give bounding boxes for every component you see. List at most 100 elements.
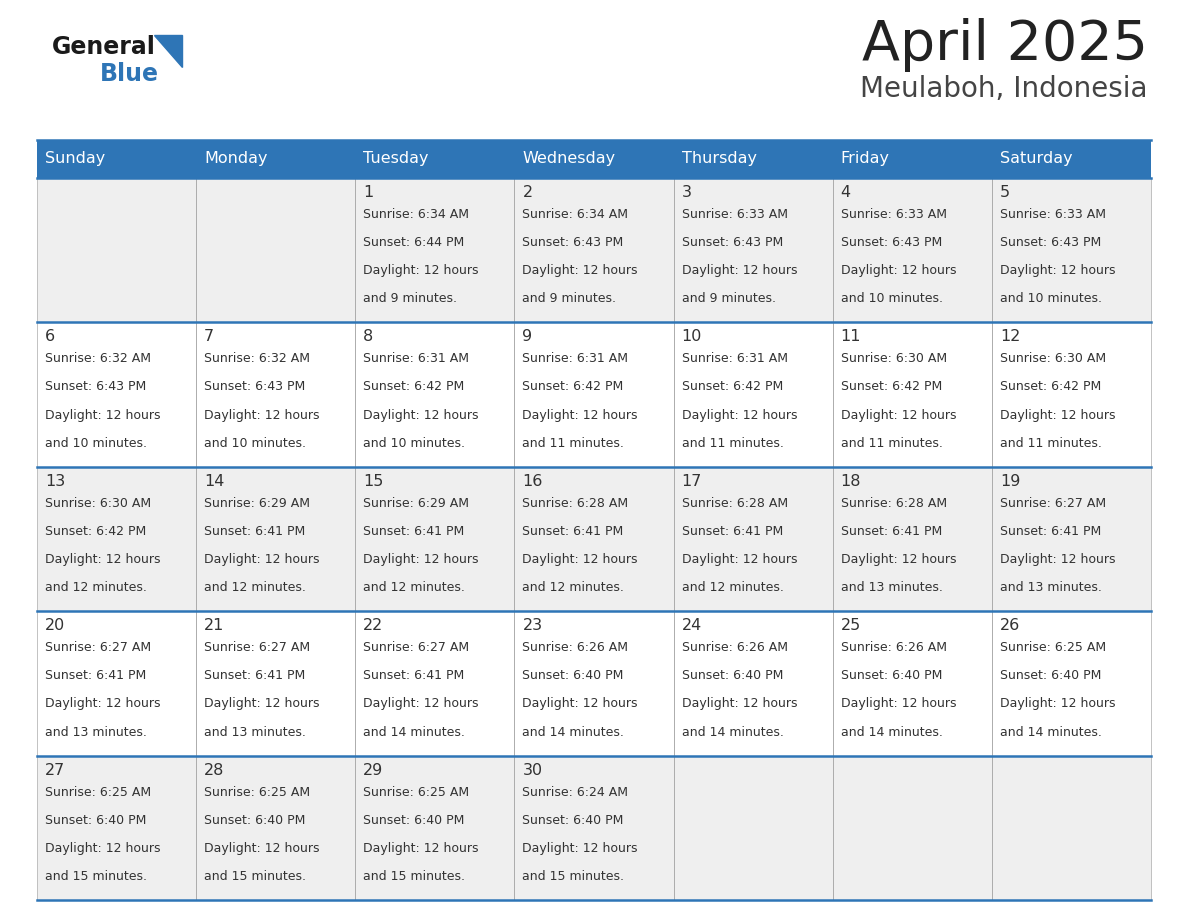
Bar <box>196 611 355 756</box>
Text: 1: 1 <box>364 185 373 200</box>
Text: and 15 minutes.: and 15 minutes. <box>523 870 625 883</box>
Text: Sunrise: 6:28 AM: Sunrise: 6:28 AM <box>523 497 628 509</box>
Text: Thursday: Thursday <box>682 151 757 166</box>
Text: 6: 6 <box>45 330 55 344</box>
Bar <box>37 611 196 756</box>
Text: and 11 minutes.: and 11 minutes. <box>1000 437 1101 450</box>
Text: Sunset: 6:43 PM: Sunset: 6:43 PM <box>204 380 305 394</box>
Text: Sunrise: 6:27 AM: Sunrise: 6:27 AM <box>204 641 310 655</box>
Text: Sunset: 6:40 PM: Sunset: 6:40 PM <box>45 813 146 827</box>
Text: Sunrise: 6:31 AM: Sunrise: 6:31 AM <box>682 353 788 365</box>
Bar <box>514 756 674 900</box>
Text: Sunrise: 6:25 AM: Sunrise: 6:25 AM <box>45 786 151 799</box>
Text: Daylight: 12 hours: Daylight: 12 hours <box>523 698 638 711</box>
Text: Friday: Friday <box>841 151 890 166</box>
Text: Sunset: 6:43 PM: Sunset: 6:43 PM <box>523 236 624 249</box>
Bar <box>196 756 355 900</box>
Text: Sunrise: 6:26 AM: Sunrise: 6:26 AM <box>523 641 628 655</box>
Bar <box>992 466 1151 611</box>
Text: and 10 minutes.: and 10 minutes. <box>841 292 942 306</box>
Text: Sunset: 6:43 PM: Sunset: 6:43 PM <box>1000 236 1101 249</box>
Text: 8: 8 <box>364 330 373 344</box>
Text: Daylight: 12 hours: Daylight: 12 hours <box>364 553 479 566</box>
Text: Daylight: 12 hours: Daylight: 12 hours <box>204 553 320 566</box>
Bar <box>514 611 674 756</box>
Text: Daylight: 12 hours: Daylight: 12 hours <box>204 842 320 855</box>
Bar <box>355 611 514 756</box>
Bar <box>514 322 674 466</box>
Bar <box>355 466 514 611</box>
Text: Wednesday: Wednesday <box>523 151 615 166</box>
Text: and 15 minutes.: and 15 minutes. <box>364 870 466 883</box>
Text: Sunset: 6:42 PM: Sunset: 6:42 PM <box>364 380 465 394</box>
Text: Sunset: 6:40 PM: Sunset: 6:40 PM <box>204 813 305 827</box>
Bar <box>37 140 196 178</box>
Text: Sunday: Sunday <box>45 151 106 166</box>
Text: Daylight: 12 hours: Daylight: 12 hours <box>1000 698 1116 711</box>
Bar <box>674 611 833 756</box>
Text: Sunrise: 6:24 AM: Sunrise: 6:24 AM <box>523 786 628 799</box>
Text: Blue: Blue <box>100 62 159 86</box>
Text: Sunrise: 6:32 AM: Sunrise: 6:32 AM <box>204 353 310 365</box>
Text: Daylight: 12 hours: Daylight: 12 hours <box>682 698 797 711</box>
Text: and 13 minutes.: and 13 minutes. <box>1000 581 1101 594</box>
Text: and 14 minutes.: and 14 minutes. <box>1000 725 1101 738</box>
Text: 3: 3 <box>682 185 691 200</box>
Text: Sunrise: 6:30 AM: Sunrise: 6:30 AM <box>45 497 151 509</box>
Text: 26: 26 <box>1000 618 1020 633</box>
Text: 23: 23 <box>523 618 543 633</box>
Bar <box>674 178 833 322</box>
Text: Sunrise: 6:31 AM: Sunrise: 6:31 AM <box>523 353 628 365</box>
Bar <box>833 140 992 178</box>
Text: Sunrise: 6:33 AM: Sunrise: 6:33 AM <box>1000 208 1106 221</box>
Text: Monday: Monday <box>204 151 267 166</box>
Text: 27: 27 <box>45 763 65 778</box>
Text: Daylight: 12 hours: Daylight: 12 hours <box>523 842 638 855</box>
Text: Sunset: 6:42 PM: Sunset: 6:42 PM <box>523 380 624 394</box>
Bar <box>514 140 674 178</box>
Text: 10: 10 <box>682 330 702 344</box>
Bar <box>833 178 992 322</box>
Bar <box>674 466 833 611</box>
Text: Sunset: 6:43 PM: Sunset: 6:43 PM <box>45 380 146 394</box>
Bar <box>674 322 833 466</box>
Bar <box>514 178 674 322</box>
Text: Sunset: 6:43 PM: Sunset: 6:43 PM <box>682 236 783 249</box>
Text: and 12 minutes.: and 12 minutes. <box>682 581 783 594</box>
Text: Sunrise: 6:26 AM: Sunrise: 6:26 AM <box>841 641 947 655</box>
Text: Daylight: 12 hours: Daylight: 12 hours <box>682 409 797 421</box>
Text: and 9 minutes.: and 9 minutes. <box>682 292 776 306</box>
Text: Sunrise: 6:30 AM: Sunrise: 6:30 AM <box>1000 353 1106 365</box>
Text: 25: 25 <box>841 618 861 633</box>
Text: Daylight: 12 hours: Daylight: 12 hours <box>1000 553 1116 566</box>
Text: 16: 16 <box>523 474 543 488</box>
Bar <box>833 322 992 466</box>
Text: Daylight: 12 hours: Daylight: 12 hours <box>364 698 479 711</box>
Bar <box>514 466 674 611</box>
Text: and 15 minutes.: and 15 minutes. <box>204 870 307 883</box>
Bar <box>833 756 992 900</box>
Text: Sunrise: 6:33 AM: Sunrise: 6:33 AM <box>841 208 947 221</box>
Text: and 10 minutes.: and 10 minutes. <box>1000 292 1101 306</box>
Text: 22: 22 <box>364 618 384 633</box>
Text: Daylight: 12 hours: Daylight: 12 hours <box>364 842 479 855</box>
Text: Daylight: 12 hours: Daylight: 12 hours <box>841 553 956 566</box>
Text: Daylight: 12 hours: Daylight: 12 hours <box>45 698 160 711</box>
Text: 5: 5 <box>1000 185 1010 200</box>
Bar <box>355 178 514 322</box>
Text: Daylight: 12 hours: Daylight: 12 hours <box>682 553 797 566</box>
Text: 29: 29 <box>364 763 384 778</box>
Text: Sunrise: 6:29 AM: Sunrise: 6:29 AM <box>204 497 310 509</box>
Text: and 10 minutes.: and 10 minutes. <box>204 437 307 450</box>
Text: Sunrise: 6:26 AM: Sunrise: 6:26 AM <box>682 641 788 655</box>
Text: Sunrise: 6:27 AM: Sunrise: 6:27 AM <box>1000 497 1106 509</box>
Text: Daylight: 12 hours: Daylight: 12 hours <box>1000 264 1116 277</box>
Text: 24: 24 <box>682 618 702 633</box>
Text: Daylight: 12 hours: Daylight: 12 hours <box>45 553 160 566</box>
Polygon shape <box>154 35 182 67</box>
Text: Sunrise: 6:32 AM: Sunrise: 6:32 AM <box>45 353 151 365</box>
Text: 19: 19 <box>1000 474 1020 488</box>
Text: Sunset: 6:41 PM: Sunset: 6:41 PM <box>682 525 783 538</box>
Bar <box>992 611 1151 756</box>
Text: and 10 minutes.: and 10 minutes. <box>364 437 466 450</box>
